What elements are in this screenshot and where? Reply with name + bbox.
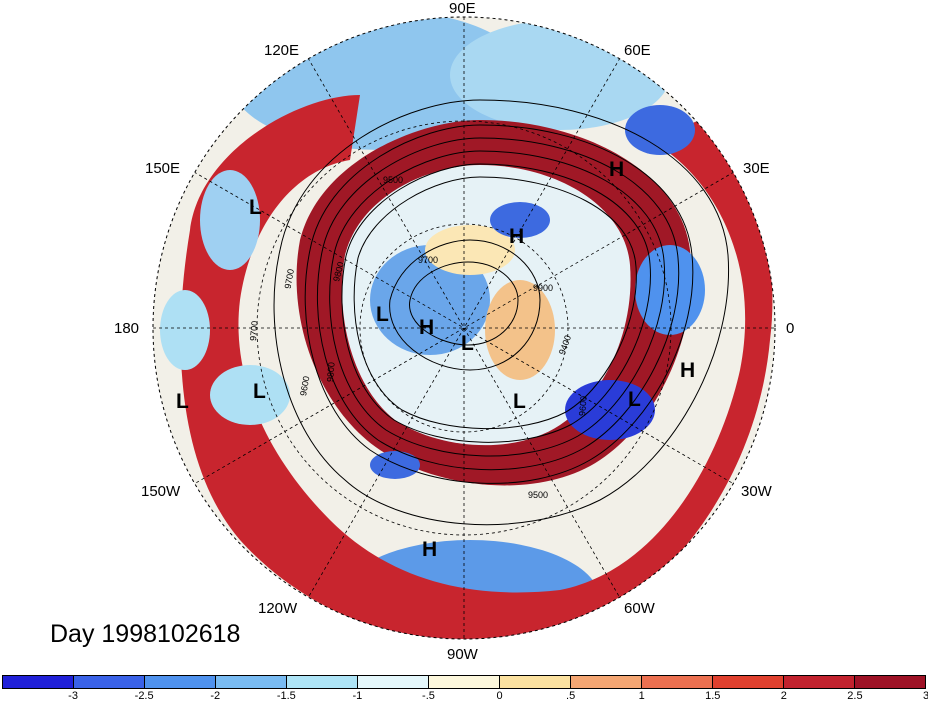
colorbar-tick-label: -2 — [210, 690, 221, 702]
contour-label: 9700 — [418, 255, 438, 265]
contour-label: 9800 — [325, 362, 337, 383]
longitude-label-150e: 150E — [145, 160, 181, 177]
longitude-label-90w: 90W — [447, 646, 478, 663]
low-pressure-center: L — [176, 390, 189, 413]
colorbar-tick-label: -1.5 — [276, 690, 296, 702]
colorbar-swatch — [3, 676, 74, 688]
colorbar-tick-label: -1 — [352, 690, 363, 702]
contour-label: 9600 — [577, 396, 589, 417]
colorbar-swatch — [145, 676, 216, 688]
colorbar-swatch — [216, 676, 287, 688]
colorbar-tick-label: -3 — [68, 690, 78, 702]
high-pressure-center: H — [422, 538, 437, 561]
colorbar-swatch — [287, 676, 358, 688]
colorbar-swatch — [855, 676, 925, 688]
colorbar-swatch — [642, 676, 713, 688]
high-pressure-center: H — [609, 158, 624, 181]
colorbar-swatch — [429, 676, 500, 688]
high-pressure-center: H — [419, 316, 434, 339]
date-label: Day 1998102618 — [50, 620, 241, 648]
contour-label: 9500 — [383, 175, 403, 185]
longitude-label-30e: 30E — [743, 160, 770, 177]
colorbar-swatch — [713, 676, 784, 688]
contour-label: 9500 — [528, 490, 548, 500]
low-pressure-center: L — [628, 388, 641, 411]
colorbar-tick-label: -.5 — [422, 690, 435, 702]
longitude-label-60e: 60E — [624, 42, 651, 59]
colorbar-swatch — [358, 676, 429, 688]
contour-label: 9700 — [283, 268, 296, 289]
longitude-label-0: 0 — [786, 320, 795, 337]
longitude-label-90e: 90E — [449, 0, 476, 17]
colorbar-tick-label: 2.5 — [847, 690, 863, 702]
colorbar-swatch — [784, 676, 855, 688]
colorbar — [2, 675, 926, 689]
contour-label: 9700 — [248, 320, 260, 341]
colorbar-tick-label: 0 — [496, 690, 503, 702]
low-pressure-center: L — [461, 332, 474, 355]
colorbar-swatch — [571, 676, 642, 688]
low-pressure-center: L — [253, 380, 266, 403]
longitude-label-150w: 150W — [141, 483, 181, 500]
longitude-label-30w: 30W — [741, 483, 772, 500]
low-pressure-center: L — [249, 196, 262, 219]
high-pressure-center: H — [680, 359, 695, 382]
contour-label: 9600 — [298, 375, 311, 396]
low-pressure-center: L — [513, 390, 526, 413]
longitude-label-180: 180 — [114, 320, 140, 337]
low-pressure-center: L — [376, 303, 389, 326]
colorbar-tick-label: .5 — [566, 690, 576, 702]
colorbar-tick-label: 3 — [922, 690, 928, 702]
colorbar-tick-label: 1.5 — [705, 690, 721, 702]
colorbar-tick-label: -2.5 — [134, 690, 154, 702]
high-pressure-center: H — [509, 225, 524, 248]
colorbar-swatch — [500, 676, 571, 688]
longitude-label-120w: 120W — [258, 600, 298, 617]
colorbar-tick-label: 1 — [638, 690, 645, 702]
longitude-label-120e: 120E — [264, 42, 300, 59]
colorbar-swatch — [74, 676, 145, 688]
contour-label: 9900 — [533, 283, 553, 293]
colorbar-tick-label: 2 — [780, 690, 787, 702]
longitude-label-60w: 60W — [624, 600, 655, 617]
